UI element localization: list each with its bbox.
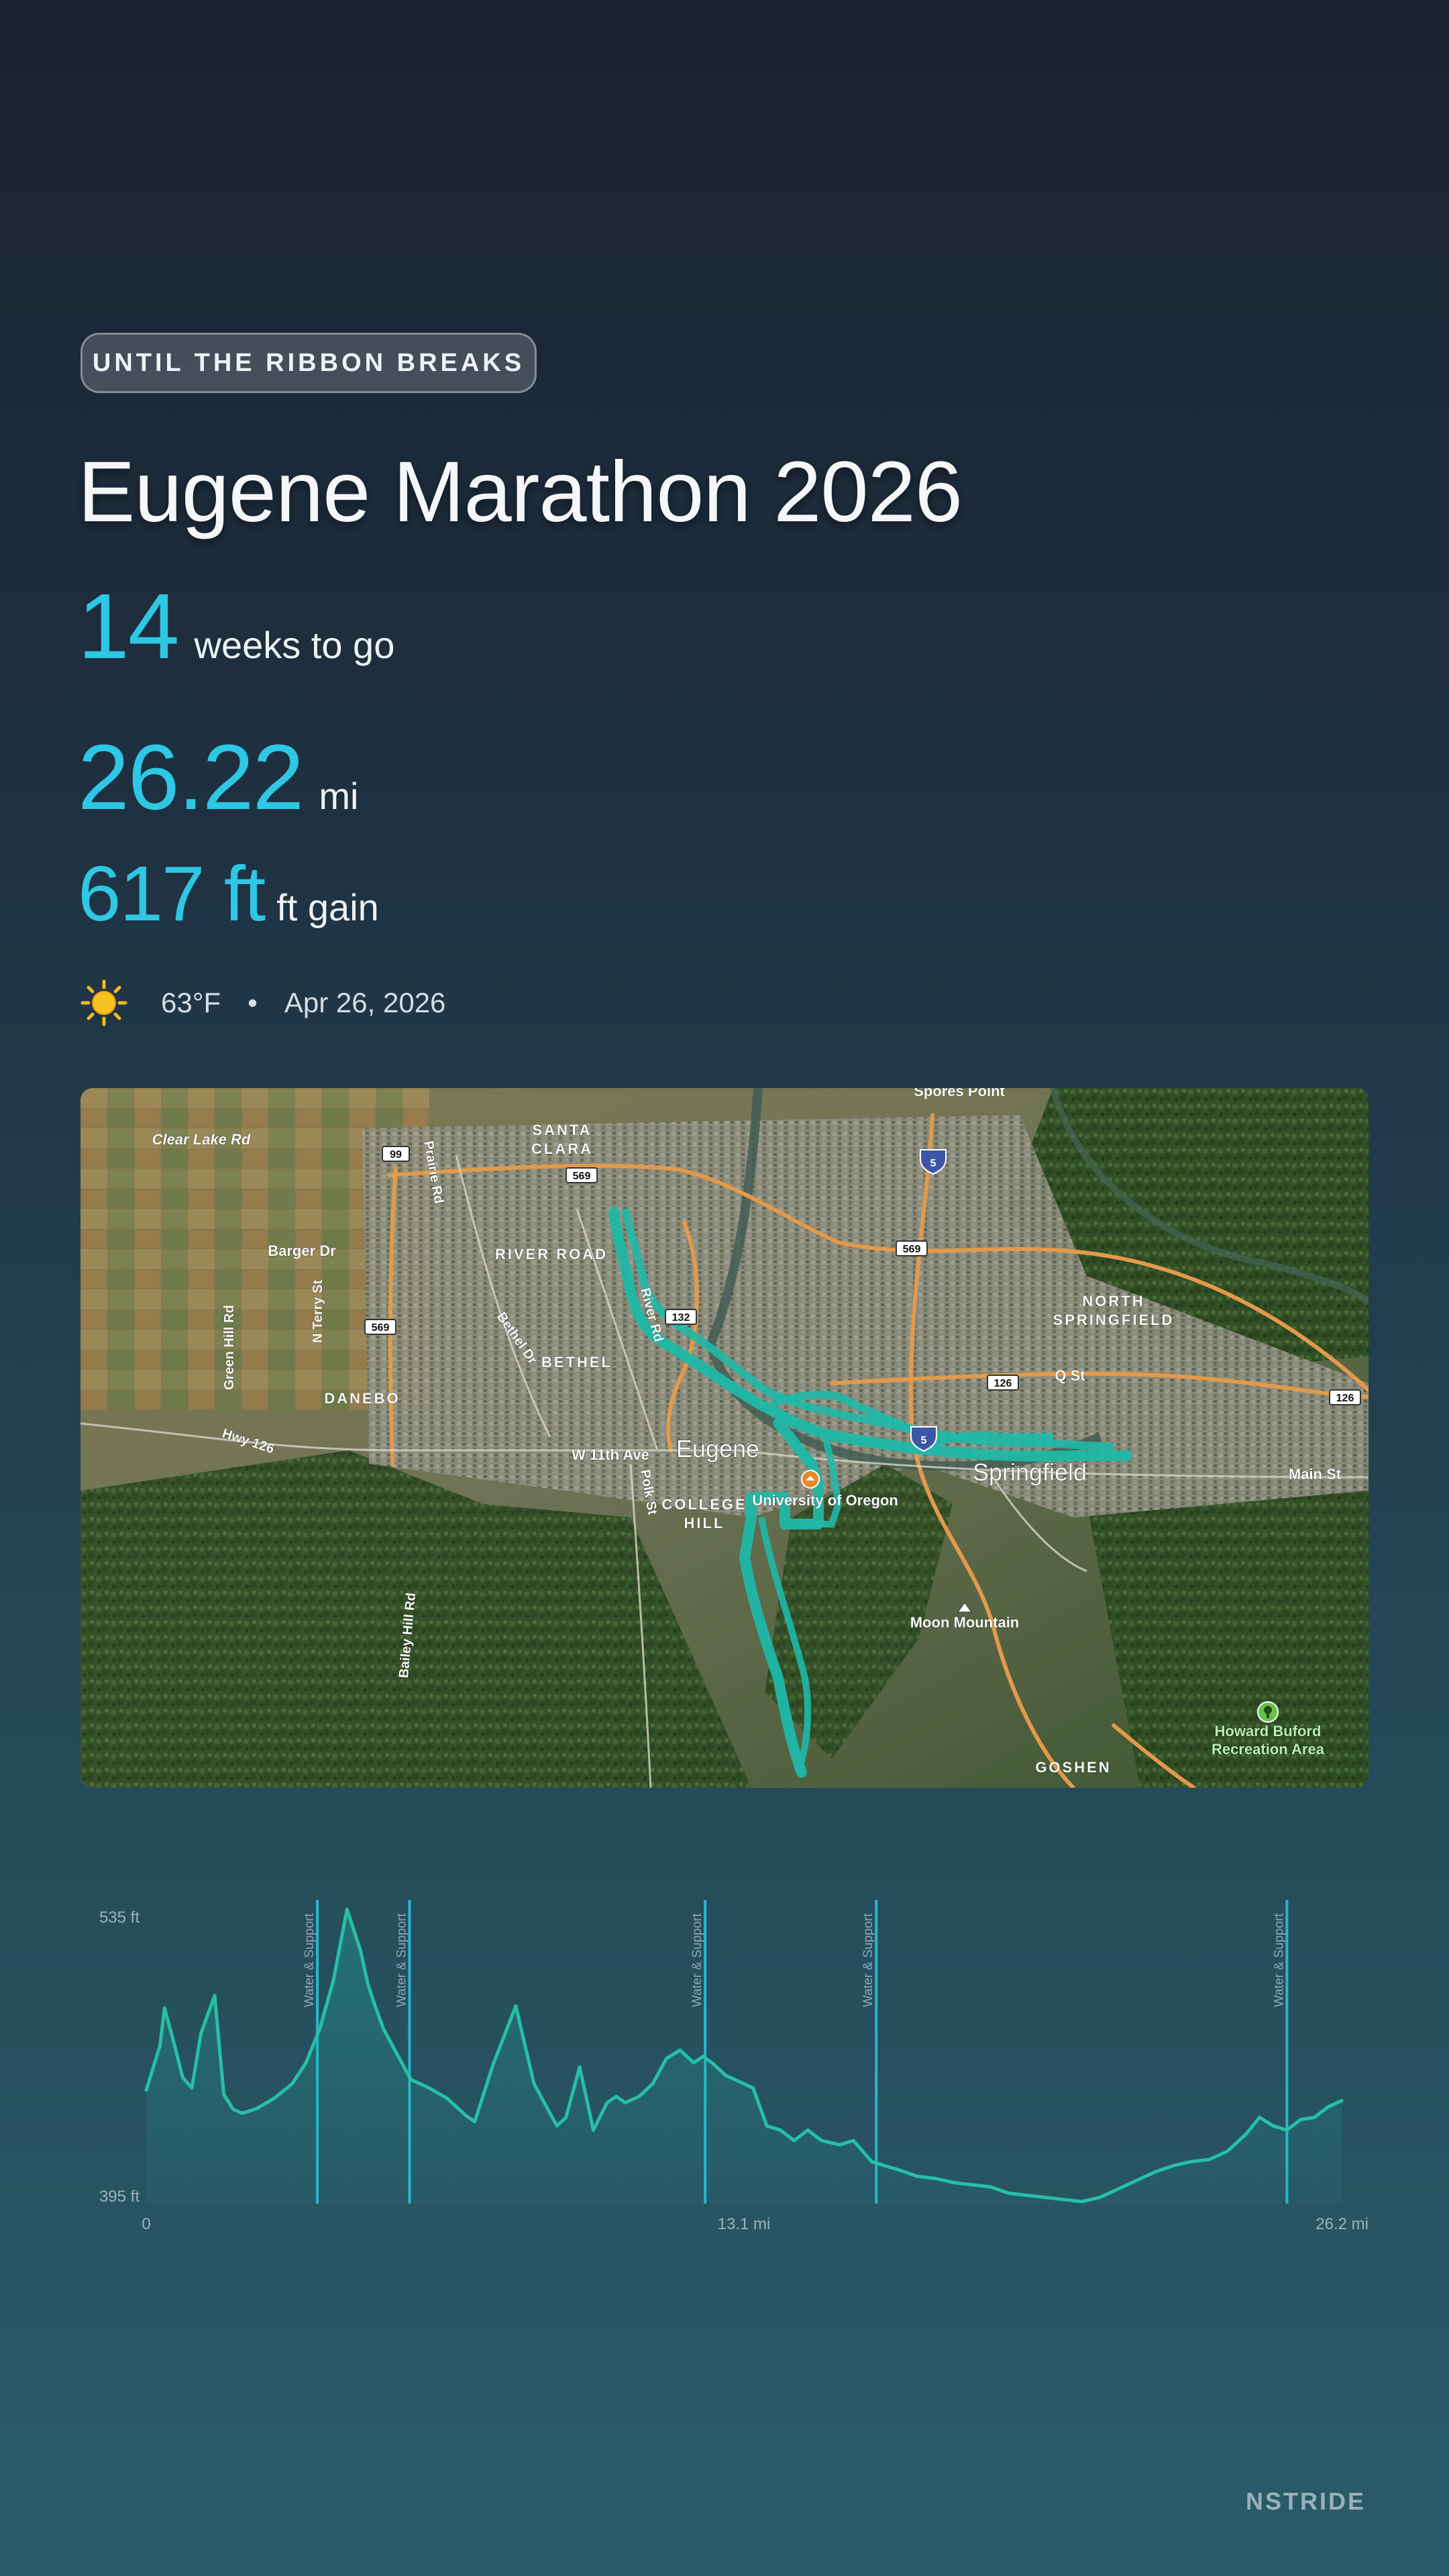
map-label-river-road: RIVER ROAD — [495, 1246, 608, 1263]
distance-value: 26.22 — [78, 726, 304, 829]
map-label-santa-clara-2: CLARA — [531, 1140, 593, 1157]
x-tick-label: 13.1 mi — [718, 2215, 771, 2233]
x-tick-label: 26.2 mi — [1316, 2215, 1368, 2233]
map-label-danebo: DANEBO — [324, 1390, 400, 1407]
water-support-marker-label: Water & Support — [303, 1913, 317, 2007]
map-label-green-hill-rd: Green Hill Rd — [222, 1305, 237, 1390]
distance-metric: 26.22 mi — [78, 724, 358, 831]
map-label-w-11th-ave: W 11th Ave — [572, 1446, 649, 1463]
interstate-shield-5: 5 — [910, 1426, 937, 1452]
map-label-howard-buford-1: Howard Buford — [1215, 1723, 1322, 1739]
elevation-gain-metric: 617 ft ft gain — [78, 849, 379, 938]
university-icon — [801, 1470, 820, 1489]
map-label-eugene: Eugene — [676, 1435, 759, 1462]
route-shield-569: 569 — [566, 1167, 598, 1183]
race-date: Apr 26, 2026 — [284, 987, 446, 1018]
water-support-marker-label: Water & Support — [861, 1913, 875, 2007]
water-support-marker-label: Water & Support — [690, 1913, 704, 2007]
satellite-map[interactable]: Spores Point Clear Lake Rd SANTA CLARA B… — [80, 1088, 1368, 1788]
event-tag-badge: UNTIL THE RIBBON BREAKS — [80, 333, 537, 393]
map-label-college-hill-2: HILL — [684, 1515, 725, 1532]
map-label-college-hill-1: COLLEGE — [661, 1496, 747, 1513]
water-support-marker-label: Water & Support — [1272, 1913, 1286, 2007]
map-label-q-st: Q St — [1055, 1367, 1085, 1384]
svg-text:569: 569 — [903, 1244, 921, 1255]
route-shield-132: 132 — [665, 1309, 697, 1325]
interstate-shield-5: 5 — [920, 1149, 947, 1175]
brand-footer: NSTRIDE — [1245, 2487, 1366, 2515]
mountain-peak-icon — [957, 1602, 972, 1613]
route-shield-99: 99 — [382, 1146, 410, 1162]
y-tick-label: 535 ft — [99, 1909, 140, 1927]
map-label-howard-buford-2: Recreation Area — [1212, 1741, 1325, 1758]
weather-row: 63°F • Apr 26, 2026 — [80, 979, 445, 1026]
map-label-north-springfield-2: SPRINGFIELD — [1053, 1311, 1175, 1328]
gain-unit: ft gain — [276, 886, 379, 928]
temperature: 63°F — [161, 987, 221, 1018]
svg-text:132: 132 — [672, 1312, 690, 1324]
route-shield-126: 126 — [1329, 1389, 1361, 1405]
svg-text:126: 126 — [994, 1378, 1012, 1389]
sun-icon — [80, 979, 127, 1026]
elevation-area — [146, 1909, 1342, 2204]
svg-text:126: 126 — [1336, 1393, 1354, 1404]
page-title: Eugene Marathon 2026 — [78, 444, 963, 540]
route-shield-569: 569 — [896, 1240, 928, 1256]
svg-text:99: 99 — [390, 1149, 402, 1161]
elevation-profile-chart: Water & Support Water & Support Water & Su… — [99, 1900, 1368, 2233]
x-tick-label: 0 — [142, 2215, 150, 2233]
svg-text:569: 569 — [573, 1171, 591, 1182]
elevation-line — [144, 1907, 1344, 2204]
route-shield-569: 569 — [364, 1319, 396, 1335]
map-label-north-springfield-1: NORTH — [1082, 1293, 1144, 1309]
map-label-santa-clara-1: SANTA — [532, 1122, 592, 1138]
water-support-marker-label: Water & Support — [394, 1913, 409, 2007]
map-label-springfield: Springfield — [973, 1458, 1087, 1486]
map-label-university-of-oregon: University of Oregon — [752, 1492, 898, 1509]
map-label-n-terry-st: N Terry St — [311, 1280, 325, 1343]
map-label-goshen: GOSHEN — [1035, 1759, 1111, 1776]
svg-text:569: 569 — [372, 1322, 390, 1334]
countdown-metric: 14 weeks to go — [78, 574, 394, 680]
map-label-bethel: BETHEL — [541, 1354, 612, 1371]
svg-text:5: 5 — [921, 1435, 927, 1446]
map-label-clear-lake-rd: Clear Lake Rd — [152, 1131, 251, 1148]
separator-dot: • — [248, 987, 258, 1018]
map-label-main-st: Main St — [1289, 1466, 1342, 1483]
map-label-moon-mountain: Moon Mountain — [910, 1614, 1020, 1631]
park-icon — [1257, 1701, 1279, 1723]
map-label-barger-dr: Barger Dr — [268, 1242, 336, 1259]
y-tick-label: 395 ft — [99, 2188, 140, 2206]
distance-unit: mi — [319, 775, 359, 817]
weeks-label: weeks to go — [194, 624, 395, 666]
route-shield-126: 126 — [987, 1375, 1019, 1391]
map-label-spores-point: Spores Point — [914, 1088, 1005, 1099]
weeks-value: 14 — [78, 575, 179, 678]
gain-value: 617 ft — [78, 850, 266, 937]
svg-text:5: 5 — [930, 1158, 936, 1169]
course-map[interactable]: Spores Point Clear Lake Rd SANTA CLARA B… — [80, 1088, 1368, 1788]
